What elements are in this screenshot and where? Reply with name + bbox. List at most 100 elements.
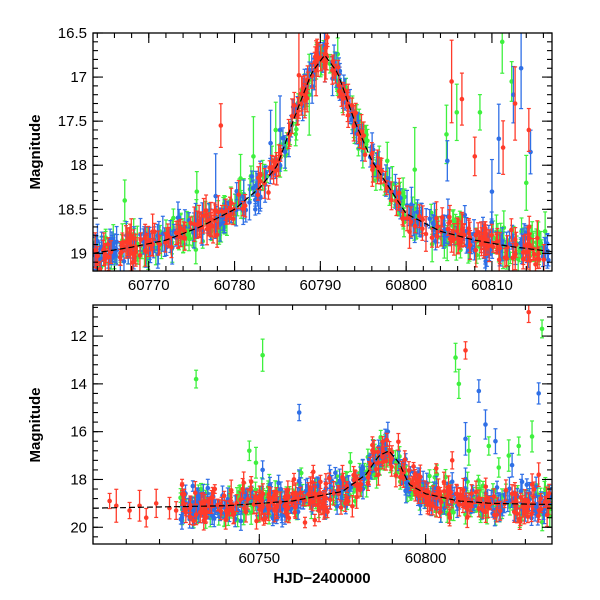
bottom-point-series-2 [195, 487, 201, 501]
bottom-outlier-point-series-1 [290, 480, 295, 508]
bottom-outlier-point-series-3 [260, 338, 265, 372]
bottom-point-series-1 [473, 480, 479, 504]
bottom-point-series-1 [187, 499, 193, 514]
bottom-point-series-1 [344, 481, 350, 494]
bottom-outlier-point-series-1 [536, 462, 541, 488]
bottom-model-curve [93, 450, 552, 509]
top-point-series-2 [282, 135, 288, 169]
top-point-series-1 [175, 223, 181, 249]
top-outlier-point-series-1 [512, 66, 518, 141]
bottom-outlier-point-series-3 [193, 369, 199, 389]
top-outlier-point-series-1 [472, 136, 478, 177]
bottom-point-series-1 [454, 483, 459, 504]
bottom-point-series-1 [312, 481, 318, 506]
bottom-point-series-1 [536, 509, 541, 523]
bottom-x-axis-title: HJD−2400000 [273, 570, 370, 587]
top-point-series-1 [389, 190, 394, 211]
bottom-point-series-1 [302, 516, 308, 529]
bottom-point-series-1 [438, 491, 444, 513]
top-point-series-1 [266, 185, 271, 200]
bottom-point-series-1 [253, 491, 259, 504]
top-outlier-point-series-1 [218, 103, 224, 149]
top-point-series-1 [335, 59, 341, 75]
bottom-x-tick-label: 60800 [405, 550, 447, 567]
bottom-point-series-1 [248, 479, 253, 500]
top-point-series-1 [262, 167, 267, 199]
top-point-series-1 [228, 187, 234, 219]
bottom-point-series-1 [375, 446, 381, 458]
bottom-y-tick-label: 20 [70, 519, 87, 536]
top-point-series-2 [518, 237, 523, 250]
bottom-point-series-1 [205, 497, 211, 507]
bottom-point-series-2 [211, 499, 217, 521]
bottom-outlier-point-series-2 [296, 403, 302, 422]
top-point-series-1 [97, 261, 103, 271]
top-point-series-1 [439, 207, 445, 228]
bottom-point-series-2 [190, 480, 196, 492]
bottom-point-series-1 [331, 480, 337, 506]
bottom-point-series-1 [242, 503, 247, 513]
bottom-point-series-1 [312, 513, 318, 527]
top-outlier-point-series-1 [449, 39, 454, 124]
top-y-tick-label: 18 [70, 157, 87, 174]
top-point-series-1 [169, 236, 174, 259]
top-point-series-1 [429, 227, 435, 248]
bottom-point-series-1 [254, 512, 259, 530]
top-point-series-2 [427, 208, 433, 229]
top-point-series-1 [142, 223, 148, 253]
bottom-outlier-point-series-2 [260, 460, 265, 480]
bottom-outlier-point-series-3 [516, 436, 522, 456]
top-point-series-1 [163, 232, 168, 253]
bottom-point-series-2 [276, 474, 281, 492]
bottom-point-series-1 [468, 500, 474, 513]
bottom-point-series-1 [428, 495, 433, 512]
top-point-series-1 [362, 147, 368, 162]
bottom-point-series-1 [320, 492, 326, 515]
bottom-y-tick-label: 16 [70, 424, 87, 441]
bottom-point-series-2 [333, 466, 338, 479]
top-y-tick-label: 16.5 [58, 25, 87, 42]
top-point-series-1 [502, 247, 508, 268]
bottom-point-series-1 [525, 510, 531, 524]
top-axis-ticks: 60770 60780 60790 60800 60810 16.5 17 17.5 18 18.… [58, 25, 552, 294]
top-outlier-point-series-1 [526, 107, 532, 152]
bottom-point-series-2 [524, 478, 530, 492]
bottom-point-series-1 [370, 443, 375, 457]
bottom-point-series-1 [338, 500, 344, 515]
bottom-outlier-point-series-3 [539, 319, 545, 339]
top-point-series-1 [137, 237, 143, 271]
top-point-series-1 [401, 210, 406, 227]
bottom-point-series-1 [476, 500, 482, 518]
top-x-tick-label: 60780 [214, 277, 256, 294]
top-point-series-1 [150, 232, 155, 257]
bottom-outlier-point-series-2 [463, 421, 468, 456]
top-point-series-1 [349, 97, 355, 114]
bottom-outlier-point-series-3 [247, 440, 252, 462]
top-point-series-1 [197, 212, 203, 237]
bottom-point-series-1 [316, 499, 322, 523]
top-point-series-1 [291, 91, 297, 119]
bottom-outlier-point-series-1 [449, 451, 455, 470]
top-outlier-point-series-1 [313, 40, 319, 97]
bottom-point-series-1 [373, 461, 379, 477]
bottom-point-series-1 [353, 470, 359, 488]
top-point-series-1 [520, 235, 526, 270]
bottom-point-series-1 [210, 486, 216, 499]
bottom-point-series-1 [425, 488, 430, 512]
top-y-tick-label: 17 [70, 69, 87, 86]
top-point-series-2 [430, 214, 436, 232]
bottom-outlier-point-series-1 [113, 488, 119, 523]
bottom-point-series-3 [427, 469, 432, 483]
bottom-point-series-1 [464, 497, 470, 520]
top-point-series-1 [489, 223, 495, 247]
top-point-series-1 [227, 205, 232, 225]
top-point-series-1 [289, 98, 295, 135]
bottom-point-series-1 [517, 507, 523, 531]
bottom-point-series-1 [271, 490, 277, 507]
bottom-point-series-1 [259, 495, 265, 516]
top-panel: 60770 60780 60790 60800 60810 16.5 17 17.5 18 18.… [27, 25, 553, 294]
top-point-series-1 [394, 185, 399, 217]
bottom-point-series-1 [433, 463, 439, 474]
top-point-series-1 [510, 242, 516, 271]
